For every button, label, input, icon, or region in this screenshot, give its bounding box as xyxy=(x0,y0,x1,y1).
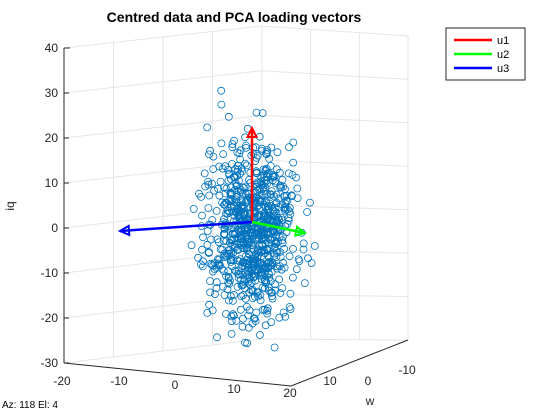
y-tick-label: 0 xyxy=(51,221,58,235)
w-tick-label: 10 xyxy=(323,374,337,388)
y-tick-label: 10 xyxy=(45,176,59,190)
el-value: 4 xyxy=(52,400,58,411)
y-tick-label: -10 xyxy=(41,266,59,280)
y-tick-label: 20 xyxy=(45,131,59,145)
x-tick-label: 0 xyxy=(172,378,179,392)
view-status: Az: 118 El: 4 xyxy=(2,400,58,411)
legend-label-u1: u1 xyxy=(497,35,509,47)
el-label: El: xyxy=(38,400,50,411)
legend[interactable]: u1 u2 u3 xyxy=(446,28,525,80)
y-tick-label: -30 xyxy=(41,356,59,370)
legend-label-u2: u2 xyxy=(497,49,509,61)
az-value: 118 xyxy=(19,400,35,411)
w-tick-label: -10 xyxy=(398,363,416,377)
w-tick-label: 0 xyxy=(365,374,372,388)
chart-title: Centred data and PCA loading vectors xyxy=(107,9,362,25)
y-tick-label: -20 xyxy=(41,311,59,325)
az-label: Az: xyxy=(2,400,16,411)
x-tick-label: 20 xyxy=(283,386,297,400)
y-tick-label: 40 xyxy=(45,41,59,55)
x-tick-label: -10 xyxy=(110,374,128,388)
w-axis-label: w xyxy=(365,394,375,408)
y-tick-label: 30 xyxy=(45,86,59,100)
legend-label-u3: u3 xyxy=(497,63,509,75)
y-axis-label: iq xyxy=(3,201,17,210)
x-tick-label: -20 xyxy=(53,374,71,388)
x-tick-label: 10 xyxy=(227,382,241,396)
